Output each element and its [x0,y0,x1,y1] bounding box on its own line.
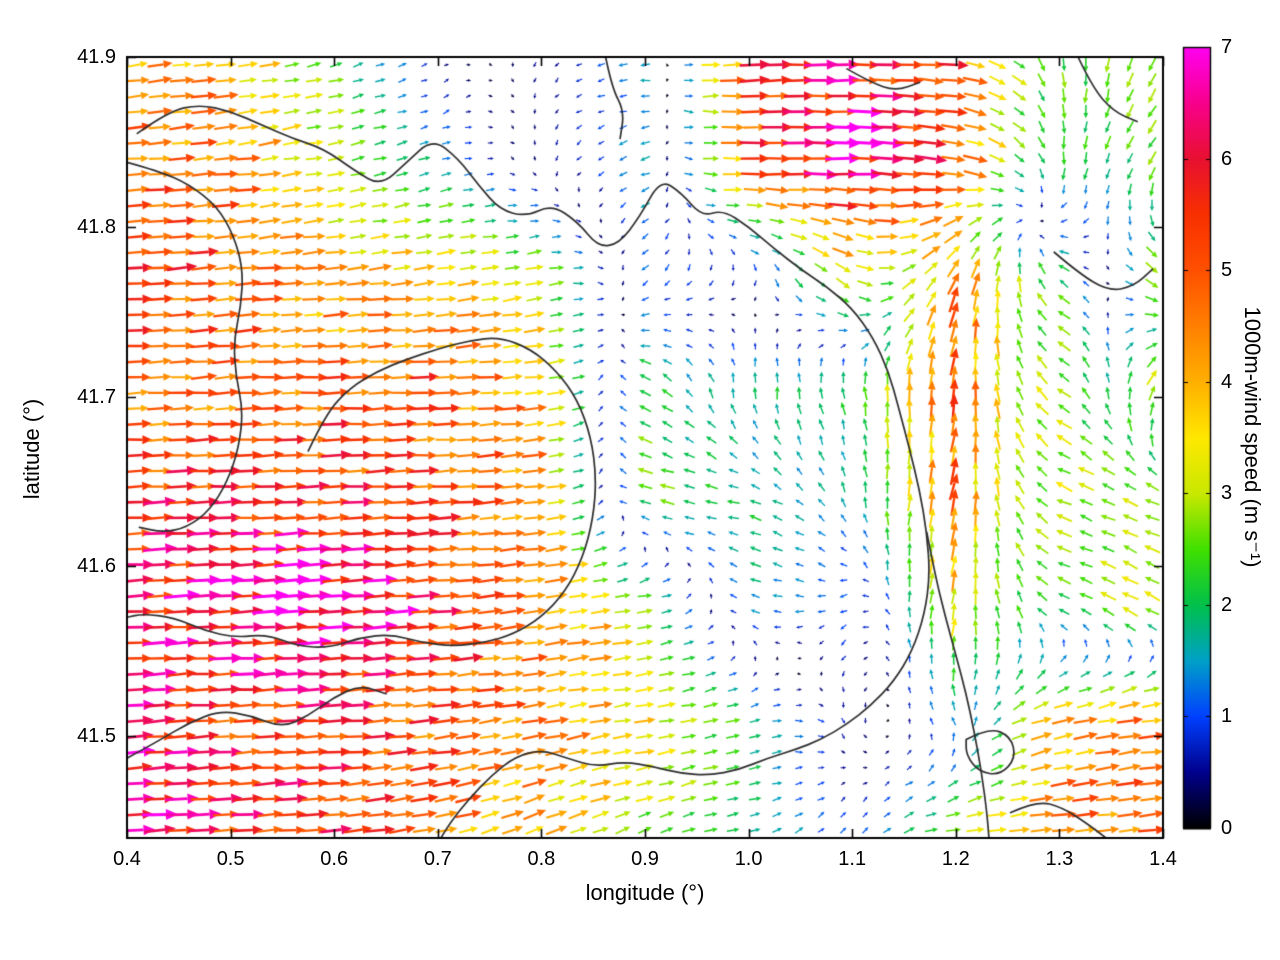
wind-vector-chart: longitude (°) latitude (°) 1000m-wind sp… [0,0,1280,960]
chart-canvas [0,0,1280,960]
